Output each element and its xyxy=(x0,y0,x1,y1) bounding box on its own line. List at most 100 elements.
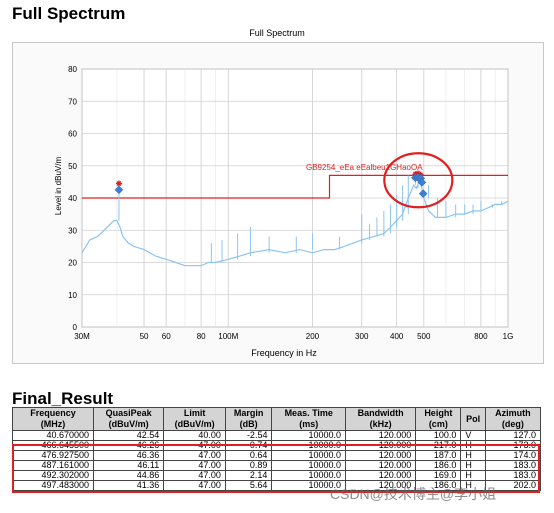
table-cell: 2.14 xyxy=(224,470,273,481)
table-cell: 0.74 xyxy=(224,440,273,451)
table-cell: 5.64 xyxy=(224,480,273,491)
table-cell: 41.36 xyxy=(93,480,165,491)
column-header-line: (dB) xyxy=(239,419,258,429)
table-cell: 10000.0 xyxy=(271,430,347,441)
table-cell: 46.26 xyxy=(93,440,165,451)
page-title: Full Spectrum xyxy=(12,4,126,23)
y-tick-label: 20 xyxy=(68,259,77,268)
x-tick-label: 800 xyxy=(474,332,488,341)
peak-marker xyxy=(115,180,122,187)
table-cell: 40.670000 xyxy=(11,430,95,441)
table-cell: 487.161000 xyxy=(11,460,95,471)
table-cell: 217.0 xyxy=(415,440,462,451)
table-cell: V xyxy=(460,430,486,441)
x-tick-label: 200 xyxy=(306,332,320,341)
table-cell: H xyxy=(460,460,486,471)
table-cell: 10000.0 xyxy=(271,440,347,451)
table-row: 40.670000 42.54 40.00 -2.54 10000.0 120.000 10… xyxy=(11,430,542,441)
table-cell: H xyxy=(460,450,486,461)
table-cell: 174.0 xyxy=(484,450,542,461)
spectrum-trace xyxy=(81,180,509,267)
column-header-line: Limit xyxy=(183,408,206,418)
table-cell: 10000.0 xyxy=(271,450,347,461)
table-cell: 47.00 xyxy=(163,480,226,491)
table-row: 487.161000 46.11 47.00 0.89 10000.0 120.000 18… xyxy=(11,460,542,471)
table-cell: 173.0 xyxy=(484,440,542,451)
x-tick-label: 1G xyxy=(503,332,514,341)
column-header: Height (cm) xyxy=(415,407,462,431)
watermark: CSDN@技术博主@李小姐 xyxy=(330,486,497,502)
column-header: Pol xyxy=(460,407,486,431)
table-row: 476.927500 46.36 47.00 0.64 10000.0 120.000 18… xyxy=(11,450,542,461)
table-cell: H xyxy=(460,480,486,491)
table-body: 40.670000 42.54 40.00 -2.54 10000.0 120.000 10… xyxy=(11,430,542,491)
y-tick-label: 50 xyxy=(68,162,77,171)
limit-line-label: GB9254_eEa eEalbeu1GHaoOA xyxy=(306,163,423,172)
column-header: Margin (dB) xyxy=(224,407,273,431)
column-header-line: (kHz) xyxy=(369,419,392,429)
column-header-line: Margin xyxy=(233,408,264,418)
x-axis-label: Frequency in Hz xyxy=(251,348,317,358)
y-axis-label: Level in dBuV/m xyxy=(54,157,63,216)
table-row: 497.483000 41.36 47.00 5.64 10000.0 120.000 18… xyxy=(11,480,542,491)
table-cell: 0.64 xyxy=(224,450,273,461)
x-tick-label: 50 xyxy=(140,332,149,341)
column-header-line: (cm) xyxy=(428,419,448,429)
table-cell: 47.00 xyxy=(163,460,226,471)
table-cell: 169.0 xyxy=(415,470,462,481)
y-tick-label: 30 xyxy=(68,226,77,235)
x-tick-label: 30M xyxy=(74,332,90,341)
column-header: Limit (dBuV/m) xyxy=(163,407,226,431)
table-cell: 497.483000 xyxy=(11,480,95,491)
table-cell: 47.00 xyxy=(163,450,226,461)
table-cell: 186.0 xyxy=(415,460,462,471)
table-cell: 120.000 xyxy=(345,440,417,451)
annotation-circle xyxy=(383,152,454,209)
column-header: Bandwidth (kHz) xyxy=(345,407,417,431)
chart-axes: 30M 50 60 80 100M 200 300 400 500 800 1G 0 10 20 30 40 5… xyxy=(68,65,513,341)
chart-panel: 30M 50 60 80 100M 200 300 400 500 800 1G 0 10 20 30 40 5… xyxy=(12,42,544,364)
column-header: Azimuth (deg) xyxy=(484,407,542,431)
table-cell: 10000.0 xyxy=(271,470,347,481)
column-header: QuasiPeak (dBuV/m) xyxy=(93,407,165,431)
table-cell: H xyxy=(460,440,486,451)
column-header-line: Meas. Time xyxy=(284,408,333,418)
y-tick-label: 0 xyxy=(73,323,78,332)
table-cell: 10000.0 xyxy=(271,460,347,471)
table-row: 466.645500 46.26 47.00 0.74 10000.0 120.000 21… xyxy=(11,440,542,451)
table-cell: 46.36 xyxy=(93,450,165,461)
table-cell: 466.645500 xyxy=(11,440,95,451)
column-header-line: Pol xyxy=(466,413,481,424)
table-cell: 476.927500 xyxy=(11,450,95,461)
spectrum-chart: 30M 50 60 80 100M 200 300 400 500 800 1G 0 10 20 30 40 5… xyxy=(54,65,513,358)
table-cell: -2.54 xyxy=(224,430,273,441)
y-tick-label: 40 xyxy=(68,194,77,203)
final-result-title: Final_Result xyxy=(12,389,114,408)
table-cell: 47.00 xyxy=(163,440,226,451)
x-tick-label: 300 xyxy=(355,332,369,341)
table-cell: 183.0 xyxy=(484,470,542,481)
x-tick-label: 100M xyxy=(218,332,238,341)
table-cell: 183.0 xyxy=(484,460,542,471)
y-tick-label: 10 xyxy=(68,291,77,300)
table-cell: 120.000 xyxy=(345,460,417,471)
column-header-line: QuasiPeak xyxy=(105,408,152,418)
column-header-line: (MHz) xyxy=(40,419,66,429)
column-header-line: (dBuV/m) xyxy=(174,419,215,429)
table-cell: 42.54 xyxy=(93,430,165,441)
quasipeak-marker xyxy=(114,185,124,195)
quasipeak-marker xyxy=(418,189,428,198)
y-tick-label: 60 xyxy=(68,130,77,139)
x-tick-label: 60 xyxy=(162,332,171,341)
marker-group xyxy=(114,152,454,209)
column-header: Meas. Time (ms) xyxy=(271,407,347,431)
table-cell: 127.0 xyxy=(484,430,542,441)
table-cell: 100.0 xyxy=(415,430,462,441)
column-header-line: (dBuV/m) xyxy=(108,419,149,429)
column-header-line: Frequency xyxy=(30,408,76,418)
table-cell: H xyxy=(460,470,486,481)
table-cell: 0.89 xyxy=(224,460,273,471)
column-header-line: (deg) xyxy=(501,419,524,429)
table-header-row: Frequency (MHz) QuasiPeak (dBuV/m) Limit (dBu… xyxy=(11,407,542,431)
x-tick-label: 500 xyxy=(417,332,431,341)
